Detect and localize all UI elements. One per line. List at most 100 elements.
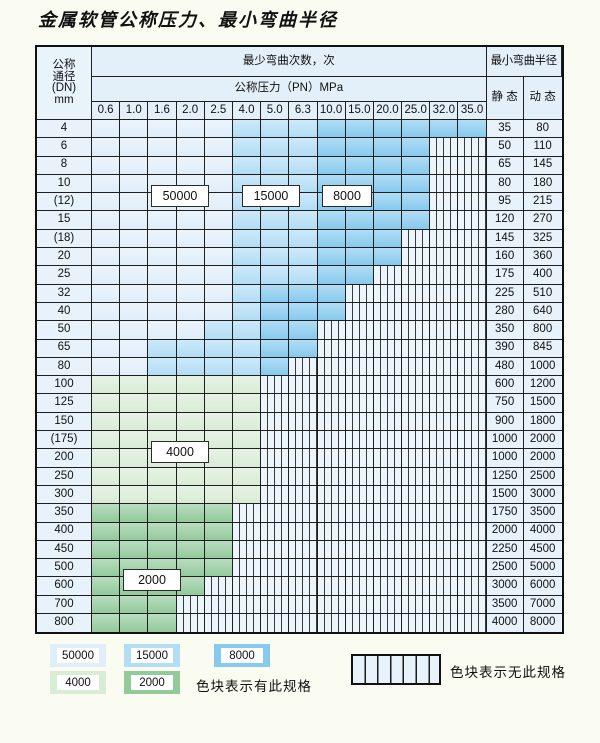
spec-cell <box>204 302 233 322</box>
no-spec-cell <box>402 504 431 523</box>
spec-cell <box>120 138 149 157</box>
static-radius-cell: 390 <box>486 339 524 358</box>
spec-cell <box>261 302 290 322</box>
spec-cell <box>317 138 346 157</box>
spec-cell <box>148 138 177 157</box>
spec-cell <box>204 504 233 523</box>
no-spec-cell <box>430 467 459 486</box>
legend-has-spec-text: 色块表示有此规格 <box>196 679 312 694</box>
static-radius-cell: 3500 <box>486 595 524 615</box>
spec-cell <box>345 211 374 230</box>
no-spec-cell <box>430 504 459 523</box>
no-spec-cell <box>458 412 487 432</box>
no-spec-cell <box>317 614 346 633</box>
no-spec-cell <box>458 540 487 560</box>
spec-cell <box>92 321 121 340</box>
no-spec-cell <box>345 339 374 358</box>
dn-cell: (12) <box>37 193 92 212</box>
spec-cell <box>120 504 149 523</box>
no-spec-cell <box>430 339 459 358</box>
spec-cell <box>120 156 149 175</box>
spec-cell <box>176 339 205 358</box>
no-spec-cell <box>430 138 459 157</box>
spec-cell <box>148 485 177 505</box>
spec-cell <box>289 211 318 230</box>
spec-cell <box>232 284 262 303</box>
spec-cell <box>120 174 149 194</box>
dn-cell: 700 <box>37 595 92 615</box>
spec-cell <box>345 266 374 285</box>
spec-cell <box>120 229 149 249</box>
static-radius-cell: 2250 <box>486 540 524 560</box>
no-spec-cell <box>430 540 459 560</box>
spec-cell <box>204 211 233 230</box>
no-spec-cell <box>289 412 318 432</box>
no-spec-cell <box>345 302 374 322</box>
spec-cell <box>430 120 459 139</box>
static-radius-cell: 1250 <box>486 467 524 486</box>
no-spec-cell <box>317 394 346 413</box>
no-spec-cell <box>458 193 487 212</box>
spec-cell <box>176 577 205 596</box>
no-spec-cell <box>402 431 431 450</box>
spec-cell <box>92 614 121 633</box>
spec-cell <box>261 138 290 157</box>
spec-cell <box>204 540 233 560</box>
pressure-tick: 4.0 <box>232 102 262 120</box>
spec-cell <box>289 266 318 285</box>
region-label-2000: 2000 <box>123 569 181 591</box>
pressure-tick: 20.0 <box>373 102 403 120</box>
dynamic-radius-cell: 270 <box>523 211 562 230</box>
dynamic-radius-cell: 1000 <box>523 357 562 377</box>
spec-cell <box>176 120 205 139</box>
spec-cell <box>204 339 233 358</box>
no-spec-cell <box>430 431 459 450</box>
no-spec-cell <box>458 485 487 505</box>
static-radius-cell: 35 <box>486 120 524 139</box>
pressure-tick: 1.0 <box>120 102 149 120</box>
spec-cell <box>261 156 290 175</box>
spec-cell <box>148 229 177 249</box>
spec-cell <box>289 156 318 175</box>
spec-cell <box>120 522 149 541</box>
dynamic-radius-cell: 3000 <box>523 485 562 505</box>
no-spec-cell <box>345 284 374 303</box>
static-radius-cell: 120 <box>486 211 524 230</box>
spec-cell <box>232 120 262 139</box>
no-spec-cell <box>289 504 318 523</box>
no-spec-cell <box>402 321 431 340</box>
no-spec-cell <box>430 522 459 541</box>
no-spec-cell <box>289 540 318 560</box>
spec-cell <box>148 156 177 175</box>
no-spec-cell <box>458 284 487 303</box>
spec-cell <box>92 412 121 432</box>
no-spec-cell <box>402 357 431 377</box>
spec-cell <box>92 357 121 377</box>
no-spec-cell <box>261 595 290 615</box>
spec-cell <box>148 266 177 285</box>
static-radius-cell: 160 <box>486 248 524 267</box>
spec-cell <box>232 229 262 249</box>
no-spec-cell <box>345 577 374 596</box>
dynamic-radius-cell: 1500 <box>523 394 562 413</box>
spec-cell <box>176 376 205 395</box>
no-spec-cell <box>345 485 374 505</box>
no-spec-cell <box>232 504 262 523</box>
no-spec-cell <box>402 449 431 468</box>
spec-cell <box>176 412 205 432</box>
spec-cell <box>402 120 431 139</box>
no-spec-cell <box>317 559 346 578</box>
static-radius-cell: 1500 <box>486 485 524 505</box>
spec-cell <box>317 156 346 175</box>
spec-cell <box>120 357 149 377</box>
pressure-tick: 0.6 <box>92 102 121 120</box>
spec-cell <box>148 595 177 615</box>
dynamic-radius-cell: 2000 <box>523 431 562 450</box>
spec-cell <box>120 376 149 395</box>
no-spec-cell <box>402 595 431 615</box>
no-spec-cell <box>402 376 431 395</box>
spec-cell <box>232 431 262 450</box>
dn-cell: 6 <box>37 138 92 157</box>
no-spec-cell <box>317 522 346 541</box>
spec-cell <box>204 485 233 505</box>
